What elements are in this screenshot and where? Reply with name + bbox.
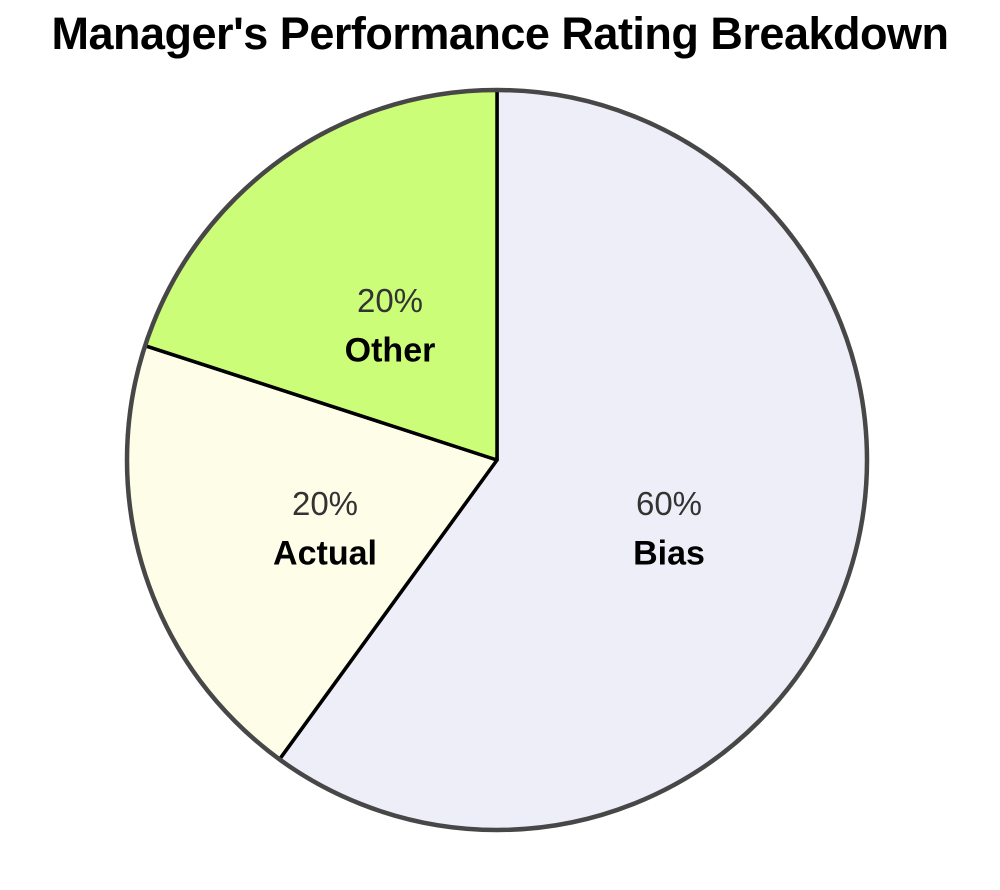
chart-title: Manager's Performance Rating Breakdown xyxy=(51,8,949,59)
pie-outline-circle xyxy=(124,87,870,833)
